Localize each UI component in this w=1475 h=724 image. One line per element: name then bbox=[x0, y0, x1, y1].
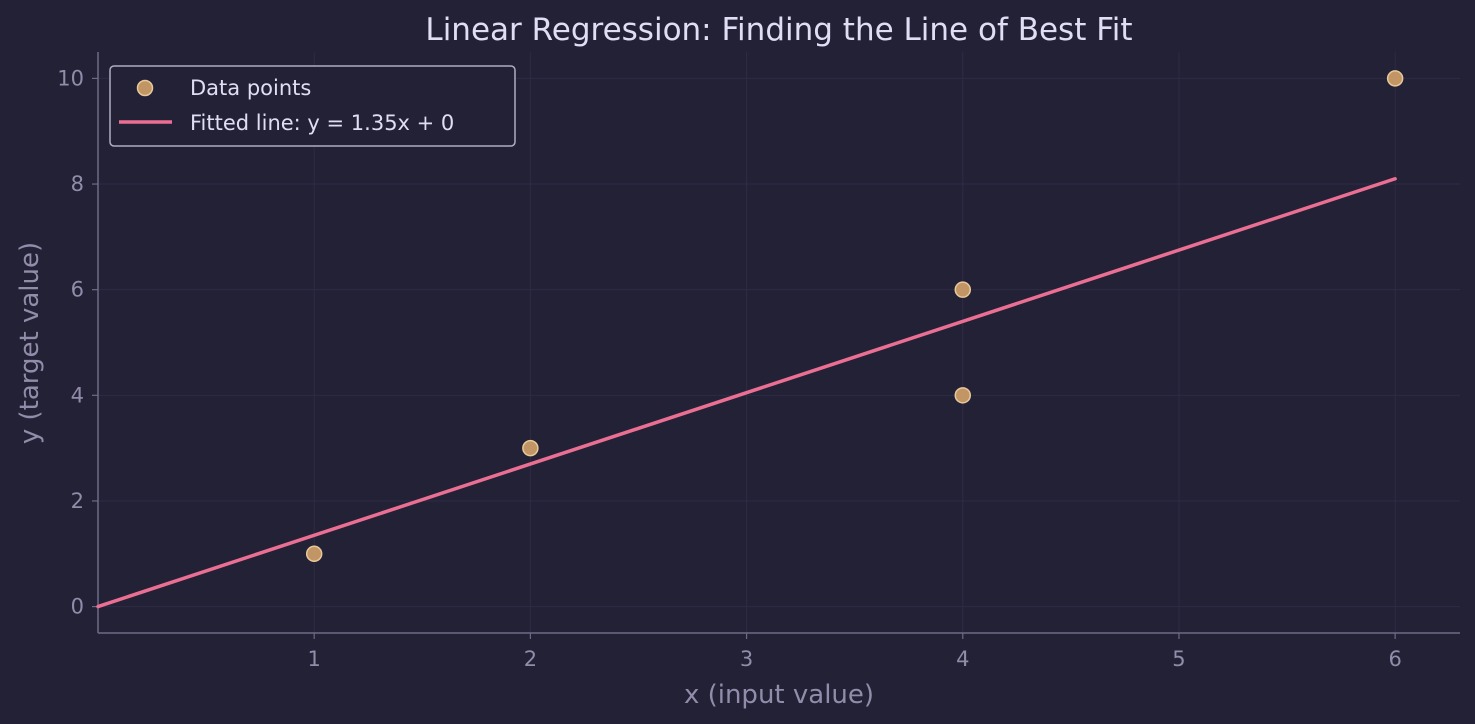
fitted-line bbox=[96, 177, 1397, 609]
data-points-layer bbox=[305, 70, 1404, 563]
x-tick-label: 1 bbox=[308, 647, 321, 671]
legend-label-fitted-line: Fitted line: y = 1.35x + 0 bbox=[190, 111, 454, 135]
grid-lines bbox=[98, 52, 1460, 633]
data-point bbox=[305, 545, 323, 563]
x-tick-label: 5 bbox=[1172, 647, 1185, 671]
tick-labels: 1 2 3 4 5 6 0 2 4 6 8 10 bbox=[57, 66, 1402, 671]
x-tick-label: 6 bbox=[1388, 647, 1401, 671]
y-tick-label: 8 bbox=[71, 172, 84, 196]
y-axis-label: y (target value) bbox=[15, 242, 45, 444]
chart-title: Linear Regression: Finding the Line of B… bbox=[425, 12, 1132, 48]
x-tick-label: 2 bbox=[524, 647, 537, 671]
y-tick-label: 0 bbox=[71, 595, 84, 619]
y-tick-label: 6 bbox=[71, 278, 84, 302]
x-tick-label: 3 bbox=[740, 647, 753, 671]
x-tick-label: 4 bbox=[956, 647, 969, 671]
y-tick-label: 2 bbox=[71, 489, 84, 513]
fitted-line-layer bbox=[96, 177, 1397, 609]
axes bbox=[97, 52, 1460, 634]
data-point bbox=[954, 281, 972, 298]
y-tick-label: 4 bbox=[71, 383, 84, 407]
legend-label-data-points: Data points bbox=[190, 76, 311, 100]
y-tick-label: 10 bbox=[57, 66, 84, 90]
legend: Data points Fitted line: y = 1.35x + 0 bbox=[109, 65, 516, 147]
legend-marker-data-points bbox=[136, 79, 154, 97]
data-point bbox=[954, 387, 972, 404]
data-point bbox=[522, 439, 539, 457]
data-point bbox=[1386, 70, 1404, 87]
legend-box bbox=[109, 65, 516, 147]
x-axis-label: x (input value) bbox=[684, 680, 874, 710]
